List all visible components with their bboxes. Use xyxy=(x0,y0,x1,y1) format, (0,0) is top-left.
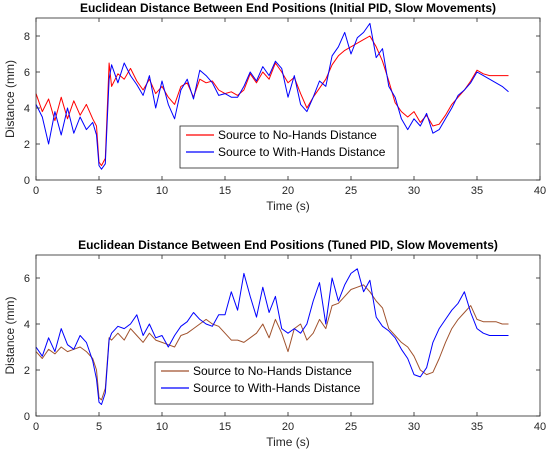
legend-label-0-0: Source to No-Hands Distance xyxy=(218,128,377,142)
legend-box-1 xyxy=(154,361,374,405)
x-tick-label-0-3: 15 xyxy=(219,185,231,197)
x-tick-label-0-4: 20 xyxy=(282,185,294,197)
series-line-0-1 xyxy=(35,22,509,170)
x-tick-label-1-1: 5 xyxy=(96,421,102,433)
y-tick-label-0-4: 8 xyxy=(24,31,30,43)
y-tick-label-0-3: 6 xyxy=(24,67,30,79)
x-tick-label-0-6: 30 xyxy=(408,185,420,197)
y-tick-label-0-0: 0 xyxy=(24,175,30,187)
y-axis-label-1: Distance (mm) xyxy=(3,296,17,374)
x-tick-label-0-7: 35 xyxy=(471,185,483,197)
x-tick-label-0-2: 10 xyxy=(156,185,168,197)
x-tick-label-1-5: 25 xyxy=(345,421,357,433)
chart-title-1: Euclidean Distance Between End Positions… xyxy=(78,238,498,252)
chart-title-0: Euclidean Distance Between End Positions… xyxy=(80,1,496,15)
y-tick-label-1-2: 4 xyxy=(24,319,30,331)
x-tick-label-0-0: 0 xyxy=(33,185,39,197)
x-tick-label-1-2: 10 xyxy=(156,421,168,433)
x-tick-label-1-8: 40 xyxy=(534,421,546,433)
series-line-1-1 xyxy=(35,268,509,405)
x-tick-label-0-1: 5 xyxy=(96,185,102,197)
legend-label-1-1: Source to With-Hands Distance xyxy=(193,381,361,395)
y-tick-label-0-2: 4 xyxy=(24,103,30,115)
legend-box-0 xyxy=(179,125,399,169)
x-tick-label-1-7: 35 xyxy=(471,421,483,433)
x-tick-label-1-6: 30 xyxy=(408,421,420,433)
legend-label-1-0: Source to No-Hands Distance xyxy=(193,364,352,378)
x-tick-label-1-0: 0 xyxy=(33,421,39,433)
x-axis-label-1: Time (s) xyxy=(266,435,310,449)
y-tick-label-0-1: 2 xyxy=(24,139,30,151)
y-tick-label-1-3: 6 xyxy=(24,273,30,285)
y-tick-label-1-1: 2 xyxy=(24,365,30,377)
y-tick-label-1-0: 0 xyxy=(24,411,30,423)
y-axis-label-0: Distance (mm) xyxy=(3,60,17,138)
x-tick-label-0-8: 40 xyxy=(534,185,546,197)
x-tick-label-1-4: 20 xyxy=(282,421,294,433)
x-axis-label-0: Time (s) xyxy=(266,199,310,213)
x-tick-label-0-5: 25 xyxy=(345,185,357,197)
legend-label-0-1: Source to With-Hands Distance xyxy=(218,145,386,159)
x-tick-label-1-3: 15 xyxy=(219,421,231,433)
